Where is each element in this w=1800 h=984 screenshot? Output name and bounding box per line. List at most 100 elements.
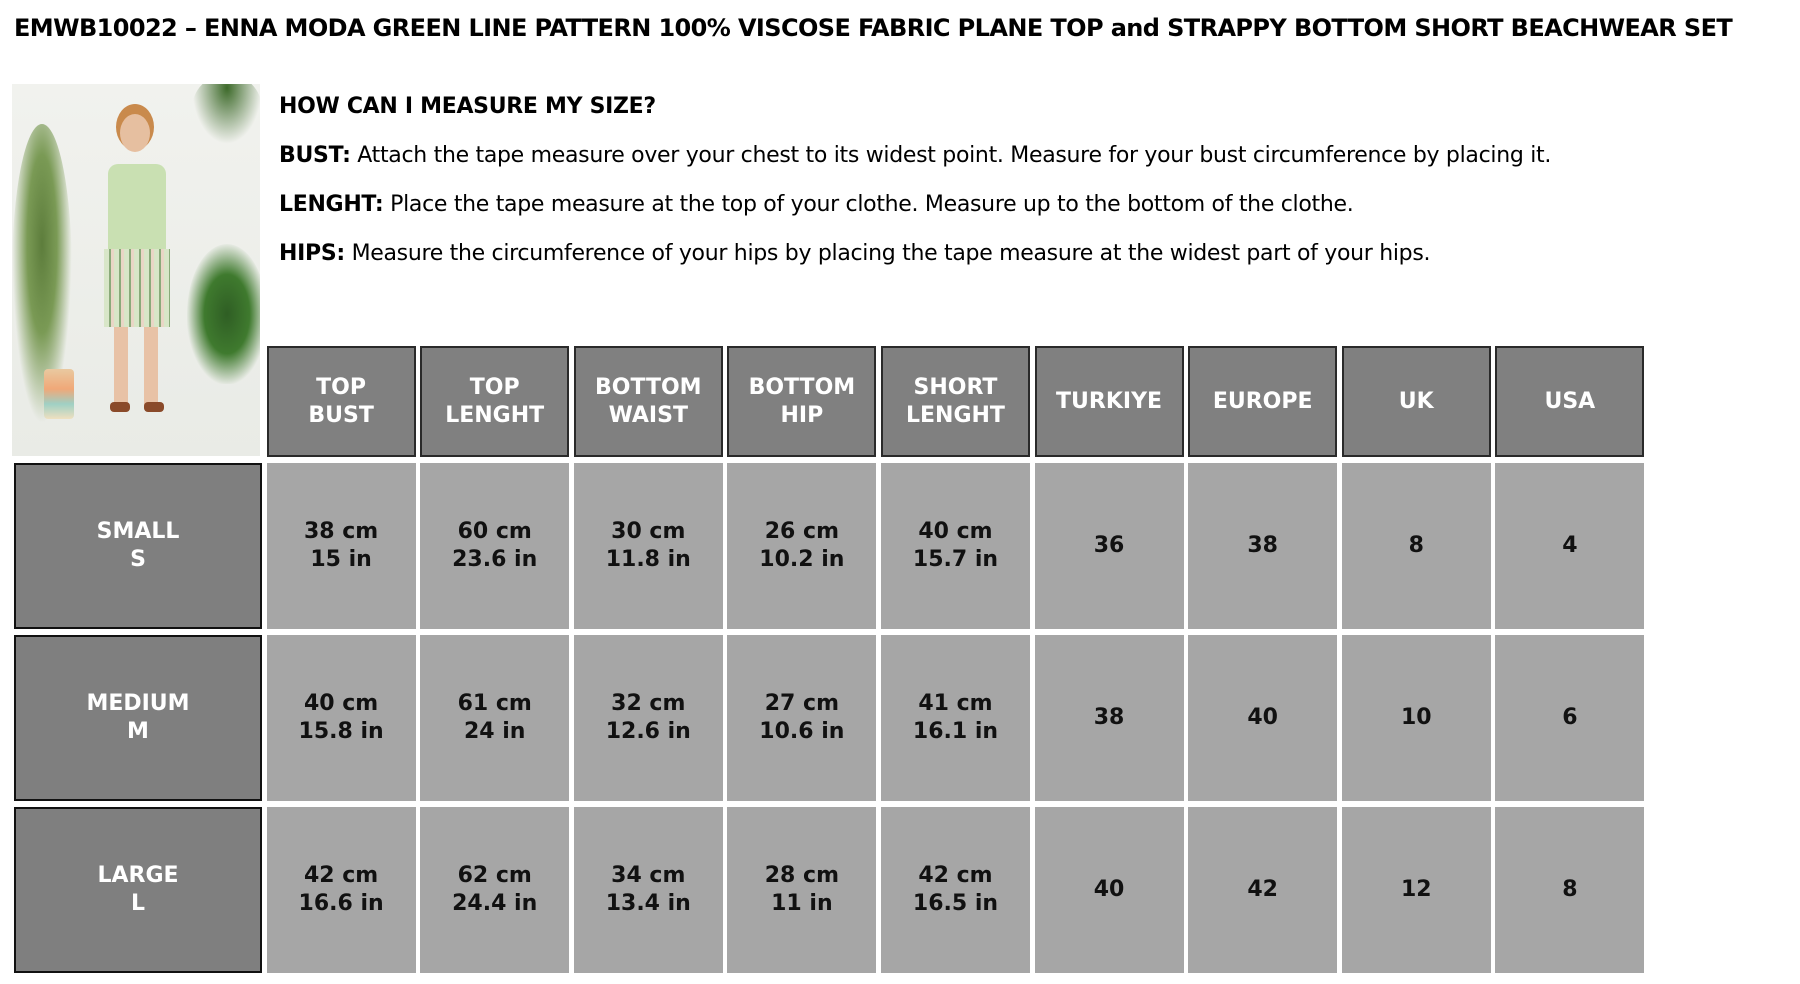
column-header: SHORT LENGHT [880,346,1030,457]
table-cell-line: 8 [1408,533,1424,558]
table-cell-line: 40 [1247,705,1278,730]
table-cell-line: 38 [1093,705,1125,730]
table-cell-line: 62 cm [457,863,532,888]
table-cell-line: 12.6 in [605,719,691,744]
table-cell-line: 38 [1247,533,1278,558]
table-cell-line: 61 cm [457,691,532,716]
table-cell-line: 42 cm [303,863,379,888]
table-cell: 41 cm 16.1 in [880,635,1030,801]
table-cell-line: 60 cm [457,519,532,544]
size-chart-table: TOP BUST TOP LENGHT BOTTOM WAIST BOTTOM HIP SHOR… [14,346,1645,973]
column-header: UK [1341,346,1491,457]
column-header-line: USA [1544,388,1596,414]
row-label: MEDIUM M [14,635,262,801]
table-cell: 6 [1495,635,1645,801]
table-cell-line: 40 cm [918,519,993,544]
row-label-line: L [130,891,145,916]
table-cell: 10 [1341,635,1491,801]
table-cell-line: 15 in [310,547,372,572]
row-label-line: M [127,719,149,744]
table-cell-line: 10 [1400,705,1432,730]
table-cell: 26 cm 10.2 in [727,463,877,629]
table-cell-line: 24.4 in [452,891,538,916]
table-cell: 42 cm 16.5 in [880,807,1030,973]
column-header-line: BUST [308,402,374,428]
table-cell-line: 15.8 in [298,719,384,744]
row-label-line: SMALL [96,519,180,544]
table-cell-line: 16.6 in [298,891,384,916]
column-header: TOP BUST [266,346,416,457]
measure-guide: HOW CAN I MEASURE MY SIZE? BUST: Attach … [279,94,1551,290]
table-cell-line: 11 in [771,891,833,916]
table-cell-line: 11.8 in [605,547,691,572]
table-cell: 12 [1341,807,1491,973]
table-cell: 42 [1188,807,1338,973]
table-cell: 40 [1034,807,1184,973]
product-photo [12,84,260,456]
guide-length: LENGHT: Place the tape measure at the to… [279,192,1354,217]
row-label-line: LARGE [97,863,179,888]
table-cell: 32 cm 12.6 in [573,635,723,801]
table-cell: 27 cm 10.6 in [727,635,877,801]
table-cell: 38 cm 15 in [266,463,416,629]
table-cell-line: 38 cm [303,519,379,544]
table-cell-line: 42 [1247,877,1278,902]
guide-hips: HIPS: Measure the circumference of your … [279,241,1431,266]
product-title: EMWB10022 – ENNA MODA GREEN LINE PATTERN… [14,14,1733,42]
column-header-line: TOP [316,374,366,400]
column-header-line: HIP [780,402,824,428]
column-header-line: BOTTOM [748,374,856,400]
guide-bust: BUST: Attach the tape measure over your … [279,143,1552,168]
table-cell-line: 10.2 in [759,547,845,572]
table-cell: 38 [1034,635,1184,801]
column-header-line: TOP [469,374,520,400]
column-header: TURKIYE [1034,346,1184,457]
column-header: USA [1495,346,1645,457]
column-header: TOP LENGHT [420,346,570,457]
guide-heading: HOW CAN I MEASURE MY SIZE? [279,94,656,119]
table-cell: 40 [1188,635,1338,801]
table-cell: 62 cm 24.4 in [420,807,570,973]
table-cell-line: 4 [1562,533,1578,558]
column-header: EUROPE [1188,346,1338,457]
row-label-line: MEDIUM [86,691,190,716]
table-cell-line: 24 in [463,719,526,744]
table-cell: 61 cm 24 in [420,635,570,801]
table-cell-line: 28 cm [764,863,839,888]
column-header: BOTTOM WAIST [573,346,723,457]
table-cell-line: 16.1 in [912,719,999,744]
table-cell-line: 8 [1562,877,1578,902]
row-label: SMALL S [14,463,262,629]
corner-blank [14,346,262,457]
table-cell-line: 36 [1093,533,1125,558]
table-cell-line: 15.7 in [912,547,999,572]
table-cell-line: 30 cm [611,519,686,544]
table-cell: 38 [1188,463,1338,629]
table-cell-line: 41 cm [918,691,993,716]
table-cell-line: 10.6 in [759,719,845,744]
table-cell-line: 42 cm [918,863,993,888]
table-cell: 34 cm 13.4 in [573,807,723,973]
column-header-line: TURKIYE [1056,388,1163,414]
table-cell-line: 6 [1562,705,1578,730]
table-cell-line: 16.5 in [912,891,999,916]
table-cell-line: 26 cm [764,519,839,544]
column-header: BOTTOM HIP [727,346,877,457]
column-header-line: UK [1398,388,1434,414]
table-cell: 8 [1341,463,1491,629]
row-label-line: S [130,547,146,572]
column-header-line: LENGHT [445,402,545,428]
column-header-line: WAIST [608,402,688,428]
table-cell-line: 34 cm [611,863,686,888]
column-header-line: EUROPE [1212,388,1313,414]
table-cell: 40 cm 15.7 in [880,463,1030,629]
table-cell-line: 40 cm [303,691,379,716]
table-cell-line: 23.6 in [452,547,538,572]
column-header-line: SHORT [913,374,998,400]
table-cell: 8 [1495,807,1645,973]
table-cell: 30 cm 11.8 in [573,463,723,629]
table-cell-line: 12 [1400,877,1432,902]
table-cell: 60 cm 23.6 in [420,463,570,629]
row-label: LARGE L [14,807,262,973]
table-cell-line: 27 cm [764,691,839,716]
